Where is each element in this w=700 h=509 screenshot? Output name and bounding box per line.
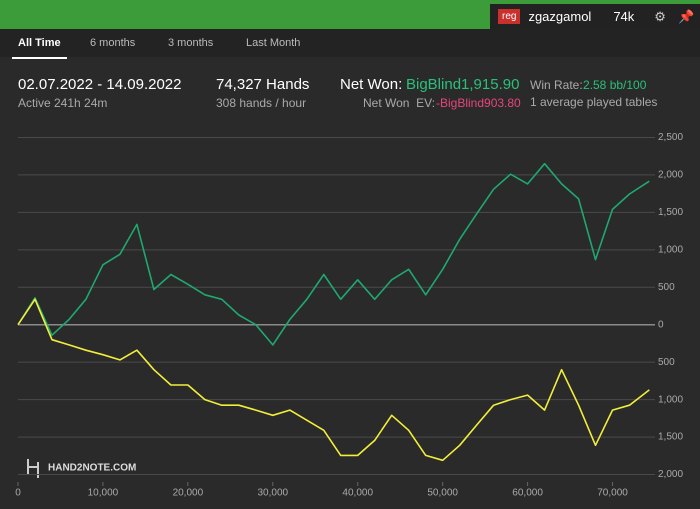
logo <box>27 459 39 478</box>
series-line <box>17 162 650 346</box>
net-won-label: Net Won: <box>340 76 403 93</box>
hands: 74,327 Hands <box>216 76 310 93</box>
y-tick-label: 1,000 <box>658 244 683 255</box>
watermark: HAND2NOTE.COM <box>48 463 136 474</box>
win-rate-value: 2.58 bb/100 <box>583 78 647 92</box>
active-time: Active 241h 24m <box>18 96 108 110</box>
count: 74k <box>613 9 635 24</box>
y-tick-label: 2,000 <box>658 170 683 181</box>
ev-value: -BigBlind903.80 <box>436 96 521 110</box>
x-tick-label: 10,000 <box>88 488 119 499</box>
y-tick-label: 1,000 <box>658 394 683 405</box>
y-tick-label: 500 <box>658 282 675 293</box>
settings-icon[interactable]: ⚙ <box>654 8 666 24</box>
y-tick-label: 500 <box>658 357 675 368</box>
y-tick-label: 2,500 <box>658 132 683 143</box>
tables: 1 average played tables <box>530 95 658 109</box>
username[interactable]: zgazgamol <box>528 9 592 24</box>
x-tick-label: 50,000 <box>427 488 458 499</box>
tab[interactable]: 6 months <box>90 37 136 49</box>
series-line <box>17 298 650 462</box>
tabs: All Time 6 months 3 months Last Month <box>0 29 700 59</box>
x-tick-label: 40,000 <box>342 488 373 499</box>
y-tick-label: 2,000 <box>658 469 683 480</box>
y-tick-label: 0 <box>658 319 664 330</box>
x-tick-label: 30,000 <box>258 488 289 499</box>
y-tick-label: 1,500 <box>658 207 683 218</box>
x-tick-label: 60,000 <box>512 488 543 499</box>
pin-icon[interactable]: 📌 <box>677 8 695 24</box>
net-won-value: BigBlind1,915.90 <box>406 76 520 93</box>
top-bar: reg zgazgamol 74k ⚙ 📌 ✕ <box>0 0 700 29</box>
tab[interactable]: All Time <box>12 37 67 59</box>
x-tick-label: 20,000 <box>173 488 204 499</box>
x-tick-label: 70,000 <box>597 488 628 499</box>
hands-per-hour: 308 hands / hour <box>216 96 307 110</box>
x-tick-label: 0 <box>15 488 21 499</box>
user-box: reg zgazgamol 74k ⚙ 📌 ✕ <box>490 4 700 29</box>
date-range: 02.07.2022 - 14.09.2022 <box>18 76 182 93</box>
user-badge: reg <box>498 9 521 24</box>
y-tick-label: 1,500 <box>658 432 683 443</box>
win-rate-label: Win Rate: <box>530 78 583 92</box>
tab[interactable]: 3 months <box>168 37 214 49</box>
tab[interactable]: Last Month <box>246 37 301 49</box>
ev-label: Net Won EV: <box>363 96 436 110</box>
